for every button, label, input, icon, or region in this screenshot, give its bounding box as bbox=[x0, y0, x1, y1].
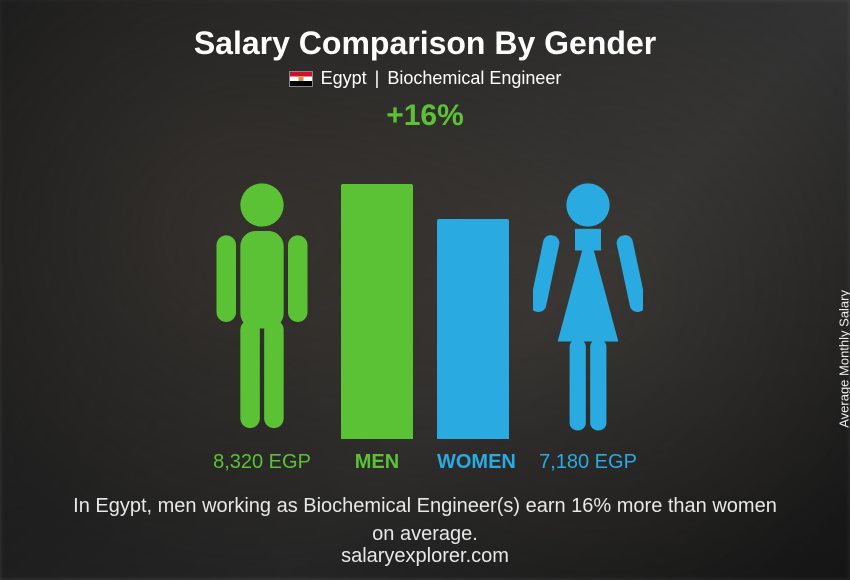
labels-row: 8,320 EGP MEN WOMEN 7,180 EGP bbox=[207, 439, 643, 474]
summary-text: In Egypt, men working as Biochemical Eng… bbox=[65, 492, 785, 548]
men-bar-rect bbox=[341, 184, 413, 439]
subtitle-row: Egypt | Biochemical Engineer bbox=[289, 68, 562, 89]
percent-difference-badge: +16% bbox=[386, 99, 464, 133]
women-figure bbox=[533, 179, 643, 439]
women-bar-rect bbox=[437, 219, 509, 439]
man-icon bbox=[207, 179, 317, 439]
men-category-label: MEN bbox=[341, 451, 413, 474]
men-figure bbox=[207, 179, 317, 439]
country-label: Egypt bbox=[321, 68, 367, 89]
men-value: 8,320 EGP bbox=[207, 451, 317, 474]
women-bar bbox=[437, 219, 509, 439]
subtitle-separator: | bbox=[375, 68, 380, 89]
comparison-chart bbox=[207, 139, 643, 439]
page-title: Salary Comparison By Gender bbox=[194, 25, 656, 62]
footer-source: salaryexplorer.com bbox=[0, 545, 850, 568]
women-value: 7,180 EGP bbox=[533, 451, 643, 474]
women-category-label: WOMEN bbox=[437, 451, 509, 474]
job-title-label: Biochemical Engineer bbox=[387, 68, 561, 89]
men-bar bbox=[341, 184, 413, 439]
woman-icon bbox=[533, 179, 643, 439]
egypt-flag-icon bbox=[289, 71, 313, 87]
